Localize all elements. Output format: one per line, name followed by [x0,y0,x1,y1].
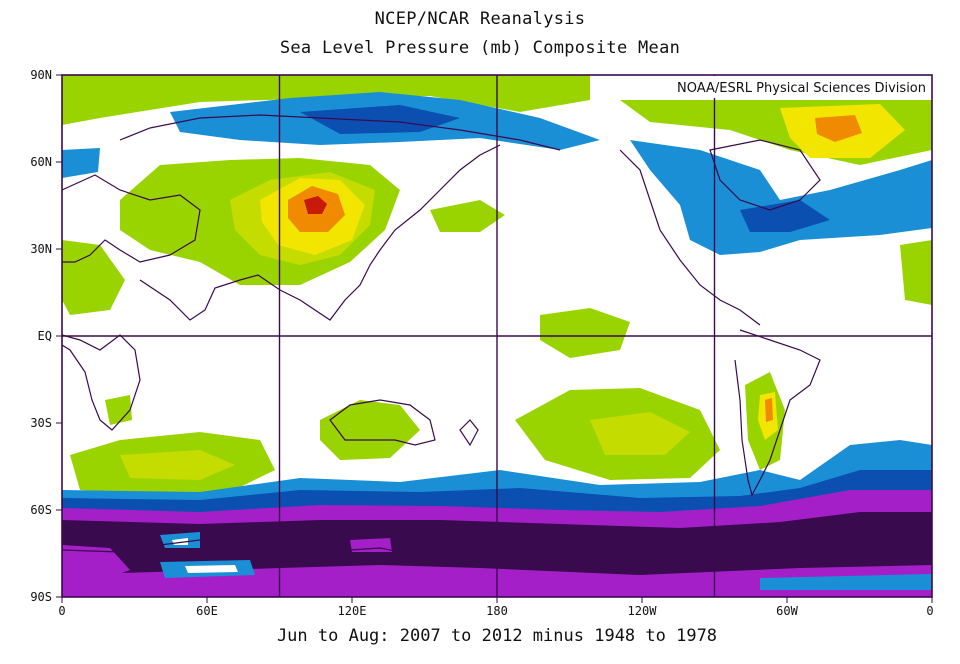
map-title: NCEP/NCAR Reanalysis [374,9,586,29]
lat-label-30s: 30S [30,416,52,430]
lon-label-60e: 60E [196,604,218,618]
lat-label-90n: 90N [30,68,52,82]
greenland-high-core [815,115,862,142]
map-subtitle: Sea Level Pressure (mb) Composite Mean [279,38,681,58]
west-africa-positive [62,240,125,315]
north-atlantic-negative [630,140,932,255]
pacific-north-positive [430,200,505,232]
lon-label-120e: 120E [337,604,367,618]
eurasia-high-core [304,196,327,214]
antarctic-white-pocket [185,565,238,573]
map-gridlines [62,75,932,597]
lon-label-120w: 120W [627,604,657,618]
arctic-positive-region [62,75,590,125]
pacific-equatorial-positive [540,308,630,358]
arctic-negative-core [300,105,460,134]
africa-south-positive [105,395,132,425]
credit-label: NOAA/ESRL Physical Sciences Division [677,81,926,96]
south-pacific-positive-core [590,412,690,455]
lon-label-60w: 60W [776,604,798,618]
lon-label-0-east: 0 [926,604,934,618]
antarctic-blue-east [760,574,932,590]
east-atlantic-positive [900,240,932,305]
lat-label-30n: 30N [30,242,52,256]
south-indian-positive-core [120,450,235,480]
west-atlantic-negative [62,148,100,178]
lat-label-60n: 60N [30,155,52,169]
axis-ticks [56,74,933,603]
lat-label-90s: 90S [30,590,52,604]
south-america-high-core [765,398,773,422]
lon-label-0: 0 [58,604,66,618]
date-range-caption: Jun to Aug: 2007 to 2012 minus 1948 to 1… [276,626,718,646]
lat-label-eq: EQ [37,329,52,343]
lon-label-180: 180 [486,604,508,618]
indian-ocean-positive [320,400,420,460]
coastlines [62,114,932,571]
lat-label-60s: 60S [30,503,52,517]
credit-box [591,76,931,98]
